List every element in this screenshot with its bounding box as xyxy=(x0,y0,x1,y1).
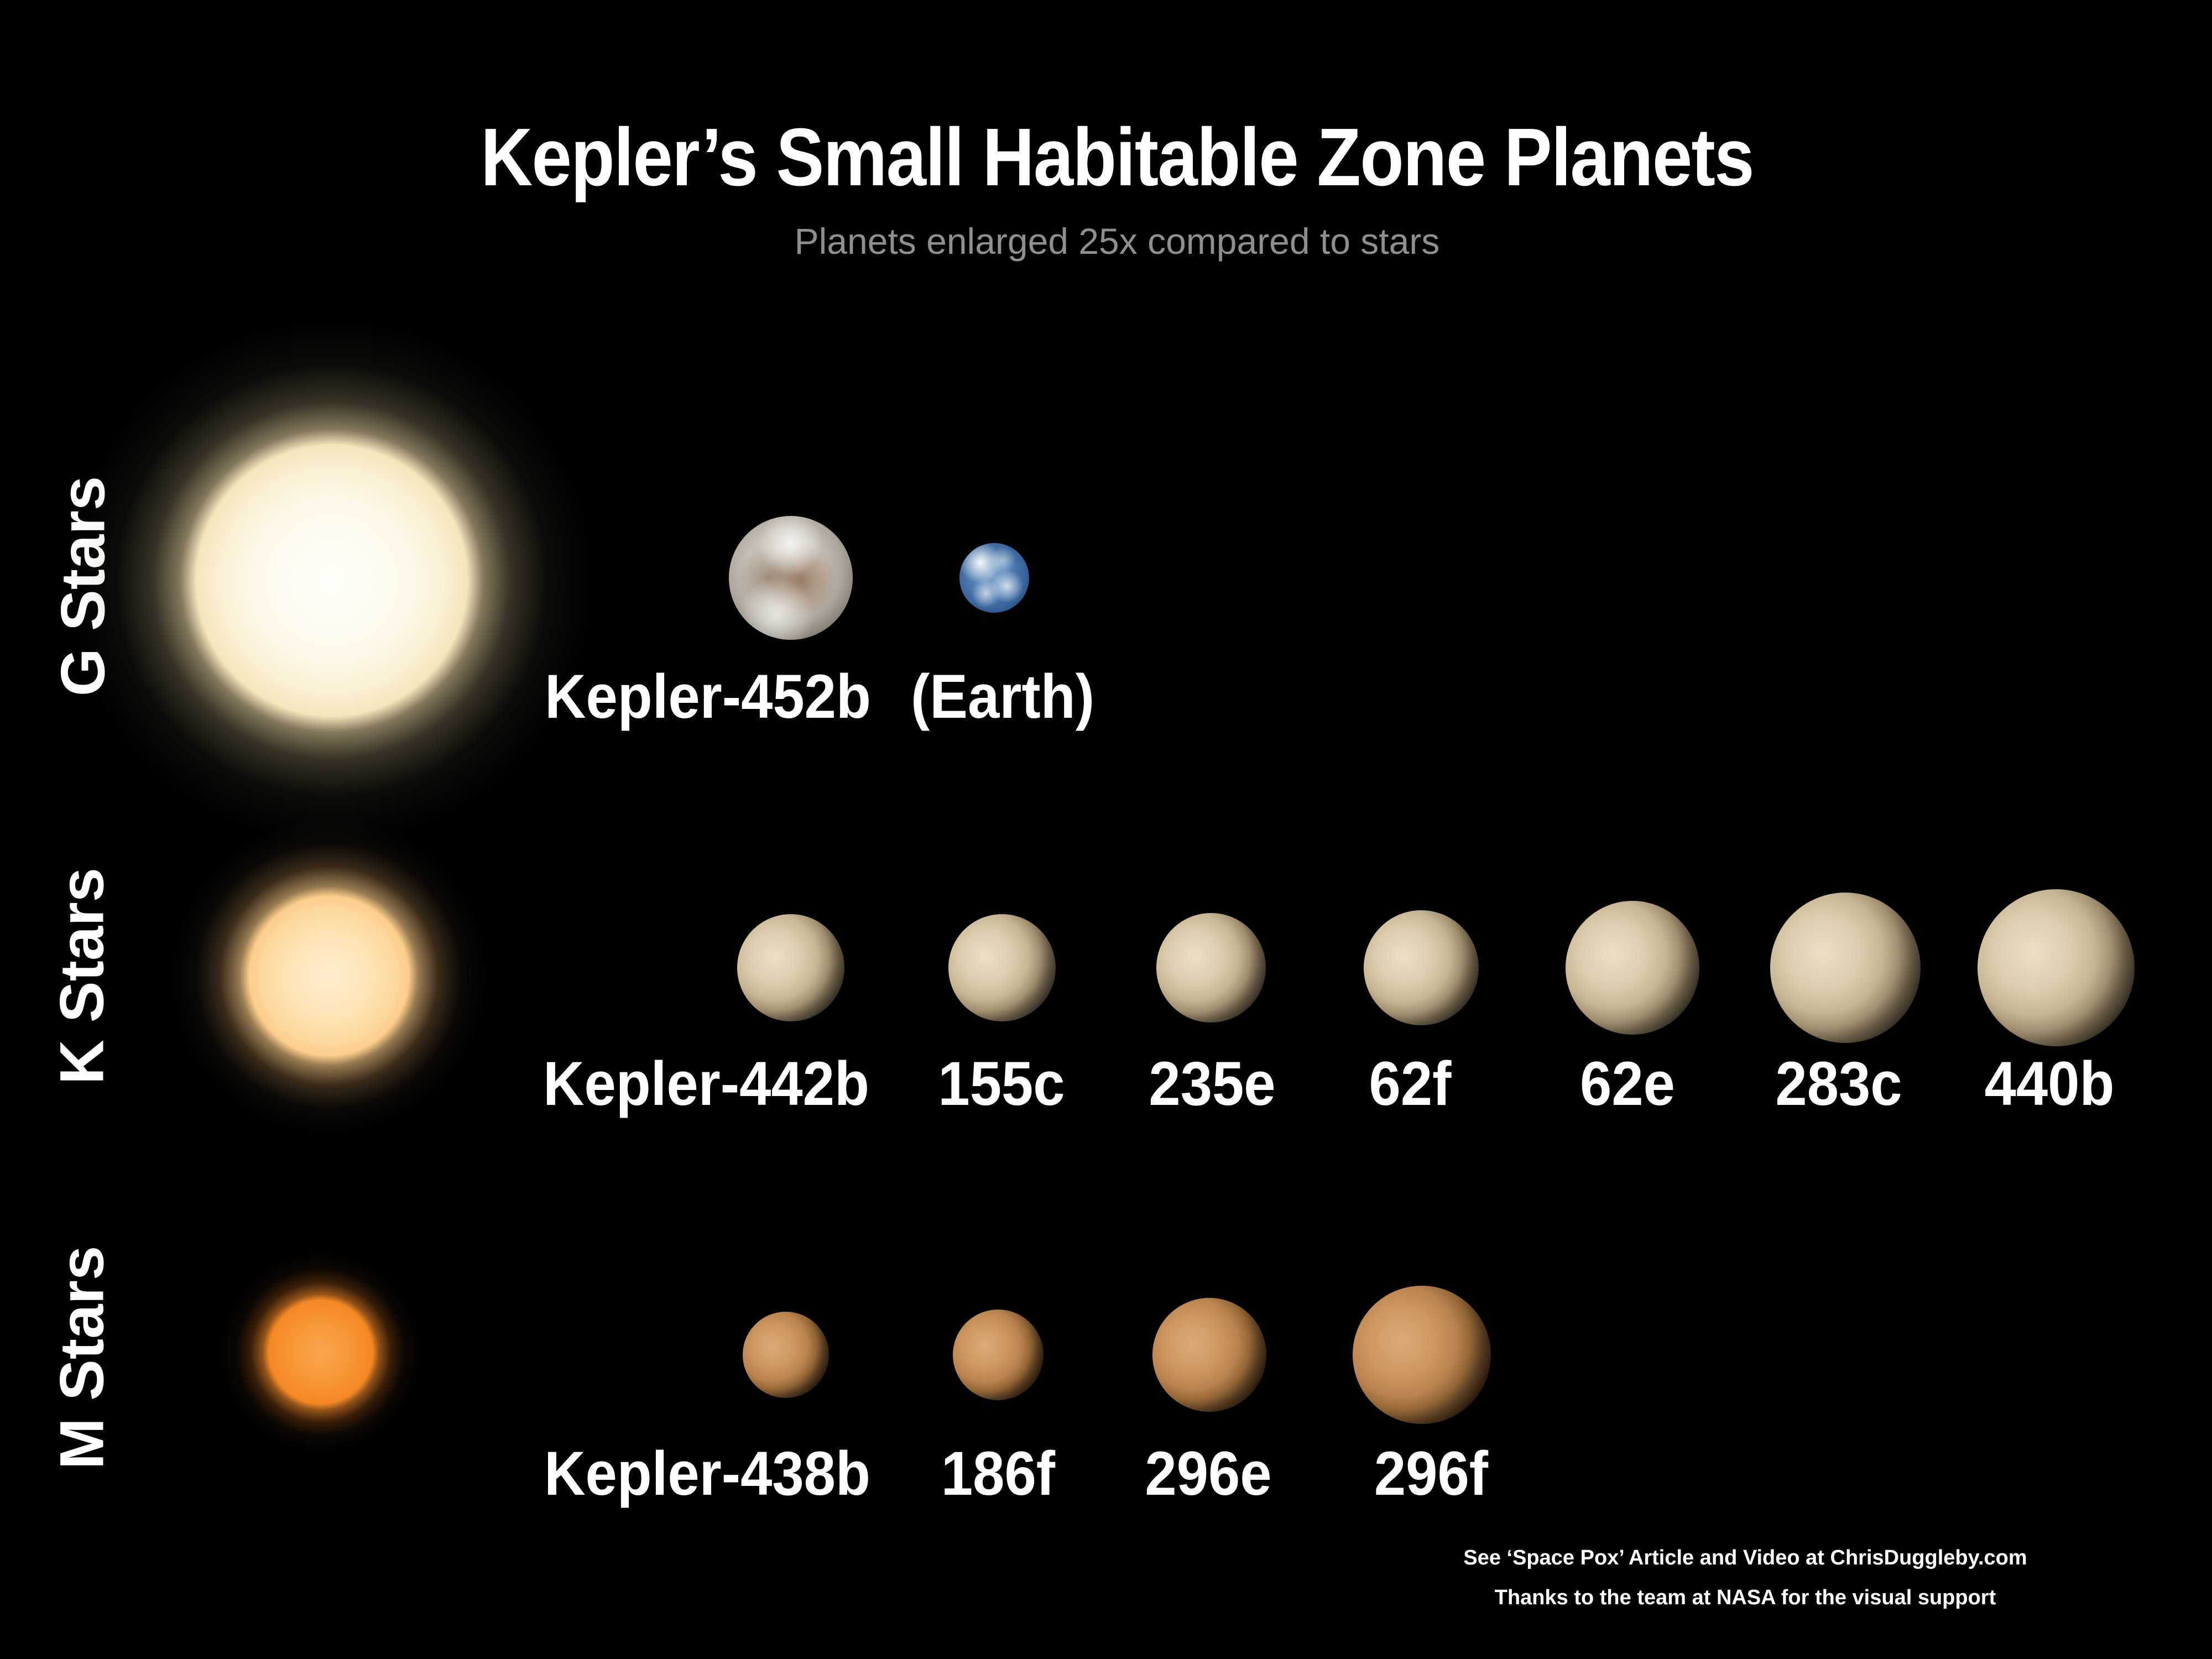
planet-label: 296f xyxy=(1374,1439,1489,1508)
infographic-title: Kepler’s Small Habitable Zone Planets xyxy=(481,112,1754,203)
planet-earth xyxy=(959,543,1029,613)
row-label-m-stars: M Stars xyxy=(47,1245,117,1470)
credit-line-1: See ‘Space Pox’ Article and Video at Chr… xyxy=(1463,1546,2027,1569)
planet-label: 440b xyxy=(1984,1049,2115,1118)
planet-235e xyxy=(1156,913,1266,1022)
infographic-subtitle: Planets enlarged 25x compared to stars xyxy=(794,221,1440,262)
planet-label: Kepler-438b xyxy=(544,1439,870,1508)
planet-296f xyxy=(1353,1286,1491,1424)
planet-label: 62e xyxy=(1580,1049,1675,1118)
planet-283c xyxy=(1770,893,1921,1043)
planet-label: 235e xyxy=(1149,1049,1276,1118)
k-star xyxy=(163,810,495,1142)
planet-label: Kepler-452b xyxy=(545,662,871,731)
planet-62e xyxy=(1566,901,1699,1035)
planet-62f xyxy=(1364,910,1479,1025)
planet-kepler-442b xyxy=(737,914,844,1021)
planet-186f xyxy=(953,1310,1044,1400)
planet-155c xyxy=(948,914,1056,1021)
planet-label: 296e xyxy=(1145,1439,1272,1508)
planet-label: 155c xyxy=(938,1049,1065,1118)
planet-296e xyxy=(1152,1298,1266,1412)
planet-440b xyxy=(1978,889,2135,1046)
planet-label: 62f xyxy=(1369,1049,1452,1118)
g-star xyxy=(61,310,603,852)
planet-label: Kepler-442b xyxy=(543,1049,869,1118)
planet-label: 186f xyxy=(941,1439,1056,1508)
credit-line-2: Thanks to the team at NASA for the visua… xyxy=(1494,1586,1996,1609)
planet-kepler-452b xyxy=(729,516,853,640)
m-star xyxy=(213,1244,429,1460)
planet-label: 283c xyxy=(1775,1049,1902,1118)
planet-kepler-438b xyxy=(743,1312,829,1398)
planet-label: (Earth) xyxy=(910,662,1095,731)
row-label-k-stars: K Stars xyxy=(47,867,117,1085)
